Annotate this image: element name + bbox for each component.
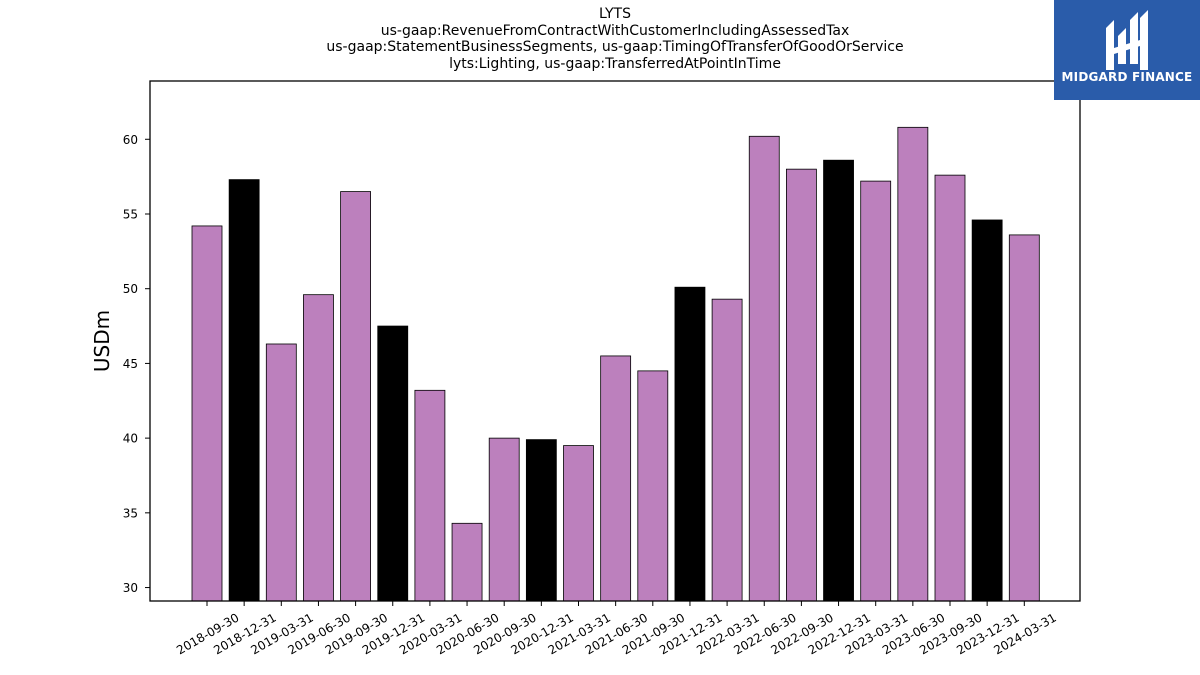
y-axis-ticks: 30 35 40 45 50 55 60: [123, 133, 150, 595]
x-axis-ticks: 2018-09-302018-12-312019-03-312019-06-30…: [174, 601, 1059, 657]
bar-2021-03-31: [563, 445, 594, 602]
y-tick-label: 30: [123, 581, 138, 595]
bar-2023-09-30: [934, 174, 966, 602]
bar-2020-06-30: [451, 522, 483, 602]
y-tick-label: 55: [123, 207, 138, 221]
chart-title: LYTS us-gaap:RevenueFromContractWithCust…: [0, 6, 1200, 72]
axes-frame: [149, 80, 1081, 602]
bar-2020-12-31: [525, 439, 557, 602]
y-tick-label: 40: [123, 432, 138, 446]
chart-title-line-1: LYTS: [599, 6, 631, 22]
bar-2022-03-31: [711, 298, 743, 602]
bars-group: [191, 126, 1040, 602]
bar-2019-09-30: [340, 191, 372, 602]
midgard-finance-logo: MIDGARD FINANCE: [1054, 0, 1200, 100]
y-tick-label: 45: [123, 357, 138, 371]
bar-2021-09-30: [637, 370, 669, 602]
logo-text: MIDGARD FINANCE: [1061, 70, 1193, 84]
bar-2024-03-31: [1008, 234, 1040, 602]
chart-title-line-4: lyts:Lighting, us-gaap:TransferredAtPoin…: [449, 55, 781, 72]
bar-2019-06-30: [303, 294, 334, 602]
bar-2022-12-31: [823, 159, 854, 602]
logo-mark-icon: [1054, 0, 1200, 100]
bar-2023-03-31: [860, 180, 892, 602]
chart-title-line-2: us-gaap:RevenueFromContractWithCustomerI…: [380, 22, 850, 39]
bar-2019-12-31: [377, 325, 409, 602]
bar-2021-12-31: [674, 286, 706, 602]
bar-2018-09-30: [191, 225, 223, 602]
bar-2018-12-31: [228, 179, 260, 602]
y-tick-label: 50: [123, 282, 138, 296]
bar-2022-09-30: [786, 168, 817, 602]
chart-title-line-3: us-gaap:StatementBusinessSegments, us-ga…: [326, 39, 904, 55]
bar-2023-12-31: [971, 219, 1003, 602]
bar-2020-09-30: [488, 437, 520, 602]
bar-2023-06-30: [897, 126, 929, 602]
y-tick-label: 60: [123, 133, 138, 147]
bar-2020-03-31: [414, 389, 446, 602]
bar-2022-06-30: [748, 135, 780, 602]
y-tick-label: 35: [123, 506, 138, 520]
y-axis-label: USDm: [90, 310, 114, 372]
bar-2021-06-30: [600, 355, 632, 602]
bar-2019-03-31: [265, 343, 297, 602]
